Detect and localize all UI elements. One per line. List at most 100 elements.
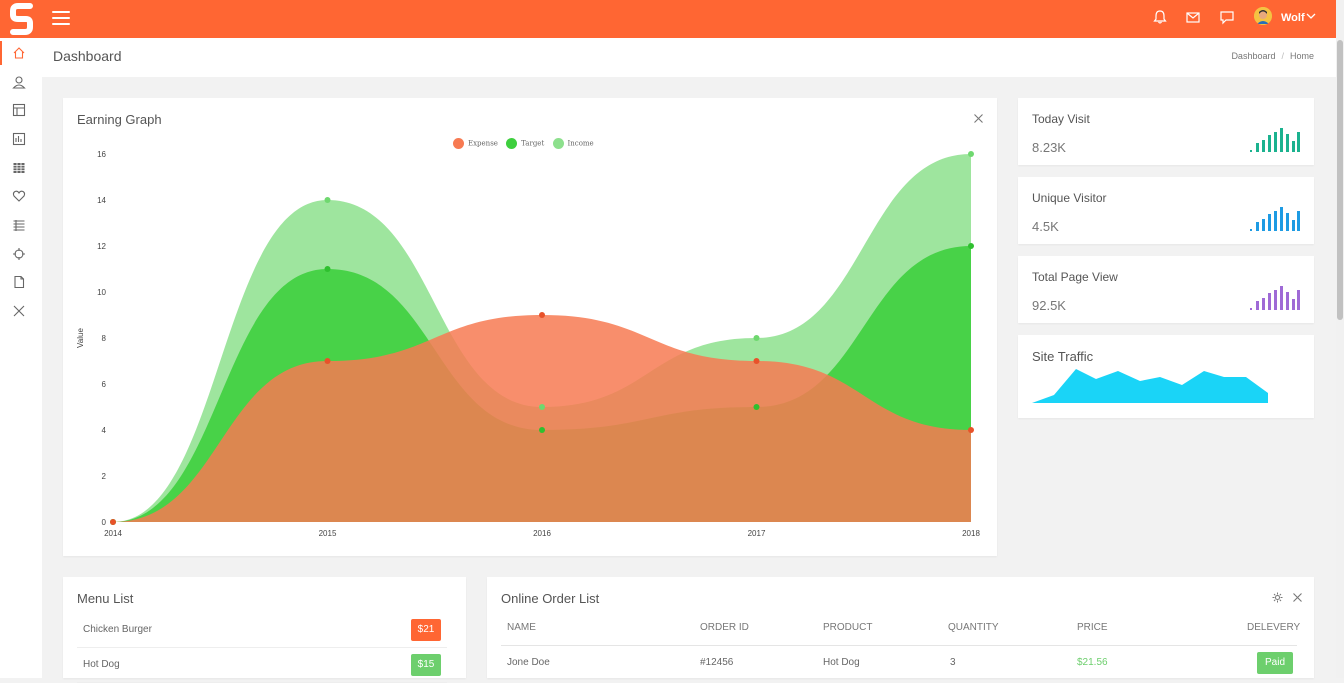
sidebar-item-tables[interactable] bbox=[0, 154, 42, 182]
legend-swatch-target bbox=[506, 138, 518, 149]
page-header: Dashboard Dashboard / Home bbox=[42, 38, 1336, 77]
y-tick-label: 8 bbox=[102, 334, 107, 343]
column-header-order-id[interactable]: ORDER ID bbox=[700, 622, 749, 633]
sidebar-item-lists[interactable] bbox=[0, 211, 42, 239]
close-icon bbox=[13, 305, 25, 317]
menu-item-name: Chicken Burger bbox=[83, 624, 152, 635]
column-header-price[interactable]: PRICE bbox=[1077, 622, 1108, 633]
mail-icon[interactable] bbox=[1185, 9, 1201, 25]
cell-product: Hot Dog bbox=[823, 657, 860, 668]
order-list-card: Online Order List NAME ORDER ID PRODUCT … bbox=[487, 577, 1314, 678]
sidebar bbox=[0, 38, 42, 678]
column-header-name[interactable]: NAME bbox=[507, 622, 536, 633]
y-tick-label: 12 bbox=[97, 242, 106, 251]
column-header-product[interactable]: PRODUCT bbox=[823, 622, 873, 633]
table-header-divider bbox=[501, 645, 1297, 646]
cell-quantity: 3 bbox=[950, 657, 956, 668]
data-point-income bbox=[324, 197, 331, 203]
breadcrumb: Dashboard / Home bbox=[1231, 51, 1314, 61]
y-tick-label: 2 bbox=[102, 472, 107, 481]
home-icon bbox=[13, 47, 25, 59]
username[interactable]: Wolf bbox=[1281, 12, 1305, 24]
stat-card-unique-visitor: Unique Visitor 4.5K bbox=[1018, 177, 1314, 244]
y-tick-label: 16 bbox=[97, 150, 106, 159]
column-header-delivery[interactable]: DELEVERY bbox=[1247, 622, 1301, 633]
file-icon bbox=[14, 275, 25, 289]
crosshair-icon bbox=[13, 248, 25, 260]
y-tick-label: 4 bbox=[102, 426, 107, 435]
series-area-expense bbox=[113, 315, 971, 522]
data-point-target bbox=[753, 404, 760, 410]
order-list-title: Online Order List bbox=[501, 591, 600, 606]
scrollbar-thumb[interactable] bbox=[1337, 40, 1343, 320]
chevron-down-icon[interactable] bbox=[1306, 11, 1316, 21]
x-tick-label: 2016 bbox=[533, 529, 551, 538]
cell-price: $21.56 bbox=[1077, 657, 1108, 668]
column-header-quantity[interactable]: QUANTITY bbox=[948, 622, 999, 633]
price-badge: $15 bbox=[411, 654, 441, 676]
x-tick-label: 2018 bbox=[962, 529, 980, 538]
delivery-status-badge[interactable]: Paid bbox=[1257, 652, 1293, 674]
brand-logo[interactable] bbox=[10, 3, 34, 35]
stat-label: Unique Visitor bbox=[1032, 191, 1107, 205]
x-tick-label: 2014 bbox=[104, 529, 122, 538]
data-point-expense bbox=[753, 358, 760, 364]
mini-bar-chart bbox=[1250, 128, 1300, 152]
close-icon[interactable] bbox=[1293, 593, 1302, 602]
stat-label: Today Visit bbox=[1032, 112, 1090, 126]
legend-label-income: Income bbox=[567, 139, 594, 148]
data-point-target bbox=[968, 243, 974, 249]
hamburger-menu-icon[interactable] bbox=[52, 11, 70, 25]
user-avatar[interactable] bbox=[1254, 7, 1272, 25]
data-point-income bbox=[753, 335, 760, 341]
site-traffic-card: Site Traffic bbox=[1018, 335, 1314, 418]
breadcrumb-item-dashboard[interactable]: Dashboard bbox=[1231, 51, 1276, 61]
sidebar-item-pages[interactable] bbox=[0, 268, 42, 296]
stat-value: 92.5K bbox=[1032, 298, 1066, 313]
close-icon[interactable] bbox=[974, 114, 983, 123]
menu-list-card: Menu List Chicken Burger $21 Hot Dog $15 bbox=[63, 577, 466, 683]
y-tick-label: 10 bbox=[97, 288, 106, 297]
sidebar-item-close[interactable] bbox=[0, 297, 42, 325]
chart-icon bbox=[12, 132, 26, 146]
legend-label-target: Target bbox=[521, 139, 545, 148]
legend-swatch-income bbox=[552, 138, 564, 149]
y-tick-label: 14 bbox=[97, 196, 106, 205]
x-tick-label: 2015 bbox=[319, 529, 337, 538]
page-scrollbar[interactable] bbox=[1336, 0, 1344, 678]
bell-icon[interactable] bbox=[1152, 9, 1168, 25]
data-point-expense bbox=[968, 427, 974, 433]
site-traffic-title: Site Traffic bbox=[1032, 349, 1094, 364]
breadcrumb-item-home[interactable]: Home bbox=[1289, 51, 1314, 61]
layout-icon bbox=[12, 103, 26, 117]
chat-icon[interactable] bbox=[1219, 9, 1235, 25]
sidebar-item-user[interactable] bbox=[0, 68, 42, 96]
grid-icon bbox=[13, 163, 25, 173]
mini-bar-chart bbox=[1250, 207, 1300, 231]
data-point-income bbox=[968, 151, 974, 157]
top-navbar: Wolf bbox=[0, 0, 1336, 38]
stat-value: 8.23K bbox=[1032, 140, 1066, 155]
sidebar-item-target[interactable] bbox=[0, 240, 42, 268]
menu-item-name: Hot Dog bbox=[83, 659, 120, 670]
legend-item-income[interactable]: Income bbox=[552, 138, 594, 149]
earning-graph-title: Earning Graph bbox=[77, 112, 162, 127]
cell-order-id: #12456 bbox=[700, 657, 734, 668]
list-item[interactable]: Chicken Burger $21 bbox=[77, 613, 447, 648]
data-point-target bbox=[324, 266, 331, 272]
sidebar-item-layout[interactable] bbox=[0, 96, 42, 124]
mini-bar-chart bbox=[1250, 286, 1300, 310]
page-title: Dashboard bbox=[53, 48, 122, 64]
legend-item-expense[interactable]: Expense bbox=[453, 138, 498, 149]
sidebar-item-home[interactable] bbox=[0, 39, 42, 67]
legend-label-expense: Expense bbox=[468, 139, 498, 148]
sidebar-item-charts[interactable] bbox=[0, 125, 42, 153]
y-tick-label: 6 bbox=[102, 380, 107, 389]
gear-icon[interactable] bbox=[1272, 592, 1283, 603]
price-badge: $21 bbox=[411, 619, 441, 641]
legend-item-target[interactable]: Target bbox=[506, 138, 544, 149]
data-point-expense bbox=[110, 519, 116, 525]
sidebar-item-favorites[interactable] bbox=[0, 182, 42, 210]
data-point-expense bbox=[539, 312, 545, 318]
stat-label: Total Page View bbox=[1032, 270, 1118, 284]
